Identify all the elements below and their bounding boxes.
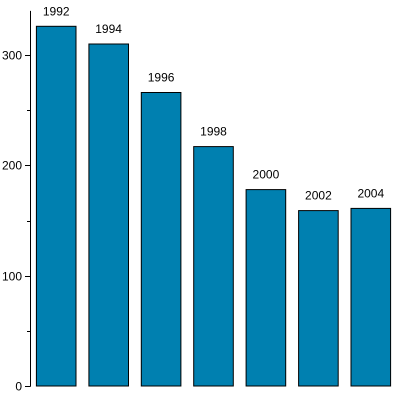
y-tick-label: 300 [2,49,22,63]
bar-data-label-1992: 1992 [43,4,70,18]
bars [35,25,392,387]
bar-1998 [193,146,234,387]
y-axis: 0 100 200 300 [2,10,31,394]
bar-2000 [245,189,287,387]
bar-data-label-2000: 2000 [253,168,280,182]
bar-data-label-2002: 2002 [305,189,332,203]
bar-1992 [35,25,77,387]
bar-data-label-1994: 1994 [95,22,122,36]
bar-data-label-1996: 1996 [148,71,175,85]
y-tick-label: 0 [15,380,22,394]
bar-1996 [140,92,182,387]
bar-labels: 1992 1994 1996 1998 2000 2002 2004 [43,4,385,202]
bar-data-label-2004: 2004 [357,186,384,200]
bar-1994 [88,43,129,387]
bar-2004 [350,207,392,387]
y-tick-label: 100 [2,270,22,284]
bar-2002 [298,210,339,387]
bar-data-label-1998: 1998 [200,125,227,139]
y-tick-label: 200 [2,159,22,173]
